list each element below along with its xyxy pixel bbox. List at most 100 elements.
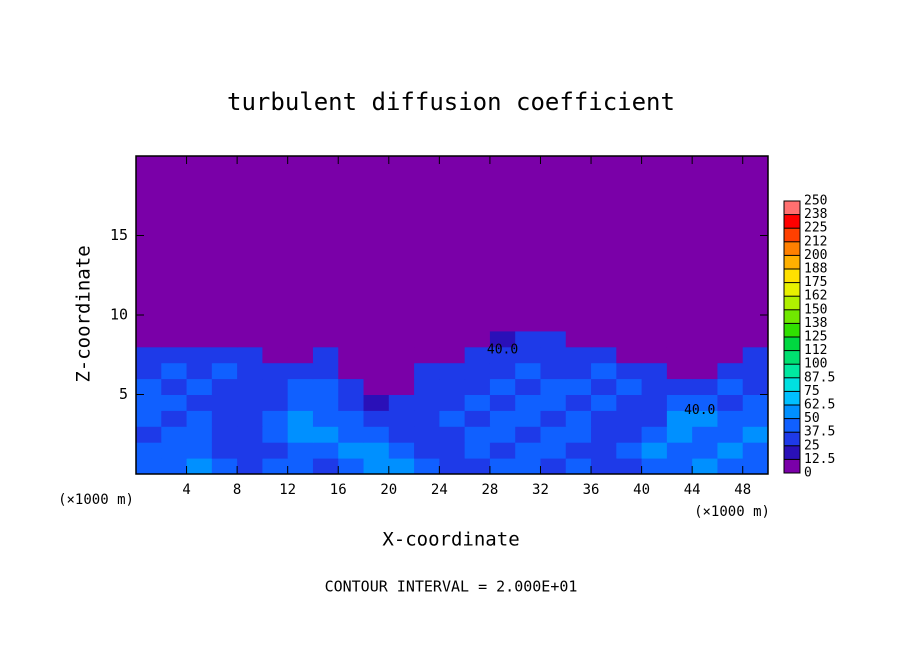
x-unit-label: (×1000 m) — [694, 504, 770, 520]
heat-cell — [717, 458, 744, 475]
heat-cell — [717, 346, 744, 364]
heat-cell — [136, 442, 162, 459]
heat-cell — [338, 410, 365, 427]
heat-cell — [540, 346, 567, 364]
colorbar-swatch — [784, 228, 800, 242]
heat-cell — [464, 346, 491, 364]
heat-cell — [338, 394, 365, 411]
heat-cell — [489, 458, 516, 475]
colorbar-label: 238 — [804, 207, 827, 222]
heat-cell — [161, 330, 188, 348]
heat-cell — [515, 315, 541, 332]
x-tick-label: 40 — [633, 482, 650, 498]
heat-cell — [237, 315, 263, 332]
heat-cell — [363, 394, 390, 411]
heat-cell — [414, 315, 440, 332]
heat-cell — [312, 410, 339, 427]
heat-cell — [136, 378, 162, 395]
colorbar-swatch — [784, 309, 800, 324]
heat-cell — [211, 394, 238, 411]
heat-cell — [439, 394, 466, 411]
heat-cell — [363, 426, 390, 443]
heat-cell — [237, 426, 263, 443]
chart-title: turbulent diffusion coefficient — [227, 88, 675, 116]
heat-cell — [414, 442, 440, 459]
heat-cell — [262, 426, 289, 443]
y-axis-label: Z-coordinate — [73, 245, 95, 382]
heat-cell — [414, 426, 440, 443]
heat-cell — [439, 378, 466, 395]
heat-cell — [565, 442, 592, 459]
heat-cell — [464, 458, 491, 475]
heat-cell — [363, 442, 390, 459]
heat-cell — [666, 378, 693, 395]
heat-cell — [186, 394, 213, 411]
heat-cell — [565, 458, 592, 475]
heat-cell — [312, 442, 339, 459]
heat-cell — [186, 362, 213, 380]
heat-cell — [262, 442, 289, 459]
heat-cell — [464, 410, 491, 427]
heat-cell — [565, 330, 592, 348]
x-tick-label: 44 — [684, 482, 701, 498]
heat-cell — [591, 410, 617, 427]
heat-cell — [237, 362, 263, 380]
heat-cell — [312, 378, 339, 395]
colorbar-swatch — [784, 296, 800, 310]
heat-cell — [565, 378, 592, 395]
colorbar-label: 100 — [804, 357, 827, 372]
heat-cell — [742, 394, 769, 411]
heat-cell — [666, 426, 693, 443]
heat-cell — [186, 315, 213, 332]
heat-cell — [540, 330, 567, 348]
heat-cell — [489, 394, 516, 411]
heat-cell — [641, 394, 668, 411]
heat-cell — [312, 458, 339, 475]
heat-cell — [717, 315, 744, 332]
heat-cell — [616, 426, 643, 443]
heat-cell — [287, 330, 314, 348]
heat-cell — [489, 330, 516, 348]
heat-cell — [338, 346, 365, 364]
heat-cell — [489, 442, 516, 459]
heat-cell — [363, 378, 390, 395]
heat-cell — [414, 458, 440, 475]
heat-cell — [136, 394, 162, 411]
heat-cell — [439, 346, 466, 364]
heat-cell — [489, 362, 516, 380]
heat-cell — [464, 426, 491, 443]
colorbar-swatch — [784, 269, 800, 283]
heat-cell — [692, 426, 718, 443]
heat-cell — [161, 426, 188, 443]
x-tick-label: 8 — [233, 482, 241, 498]
heat-cell — [287, 315, 314, 332]
heat-cell — [666, 346, 693, 364]
heat-cell — [312, 315, 339, 332]
heat-cell — [742, 458, 769, 475]
heat-cell — [641, 346, 668, 364]
heat-cell — [312, 394, 339, 411]
heat-cell — [363, 458, 390, 475]
heat-cell — [211, 315, 238, 332]
heat-cell — [287, 458, 314, 475]
heat-cell — [388, 442, 415, 459]
heat-cell — [287, 362, 314, 380]
heat-cell — [338, 362, 365, 380]
heat-cell — [692, 394, 718, 411]
heat-cell — [742, 330, 769, 348]
colorbar-label: 62.5 — [804, 398, 835, 413]
heat-cell — [464, 442, 491, 459]
heat-cell — [388, 346, 415, 364]
heat-cell — [136, 330, 162, 348]
heat-cell — [565, 315, 592, 332]
colorbar-swatch — [784, 337, 800, 351]
heat-cell — [742, 346, 769, 364]
heat-cell — [388, 458, 415, 475]
colorbar-label: 75 — [804, 384, 820, 399]
heat-cell — [262, 378, 289, 395]
heat-cell — [262, 346, 289, 364]
heat-cell — [692, 346, 718, 364]
heat-cell — [312, 330, 339, 348]
colorbar-label: 150 — [804, 302, 827, 317]
x-tick-label: 16 — [330, 482, 347, 498]
